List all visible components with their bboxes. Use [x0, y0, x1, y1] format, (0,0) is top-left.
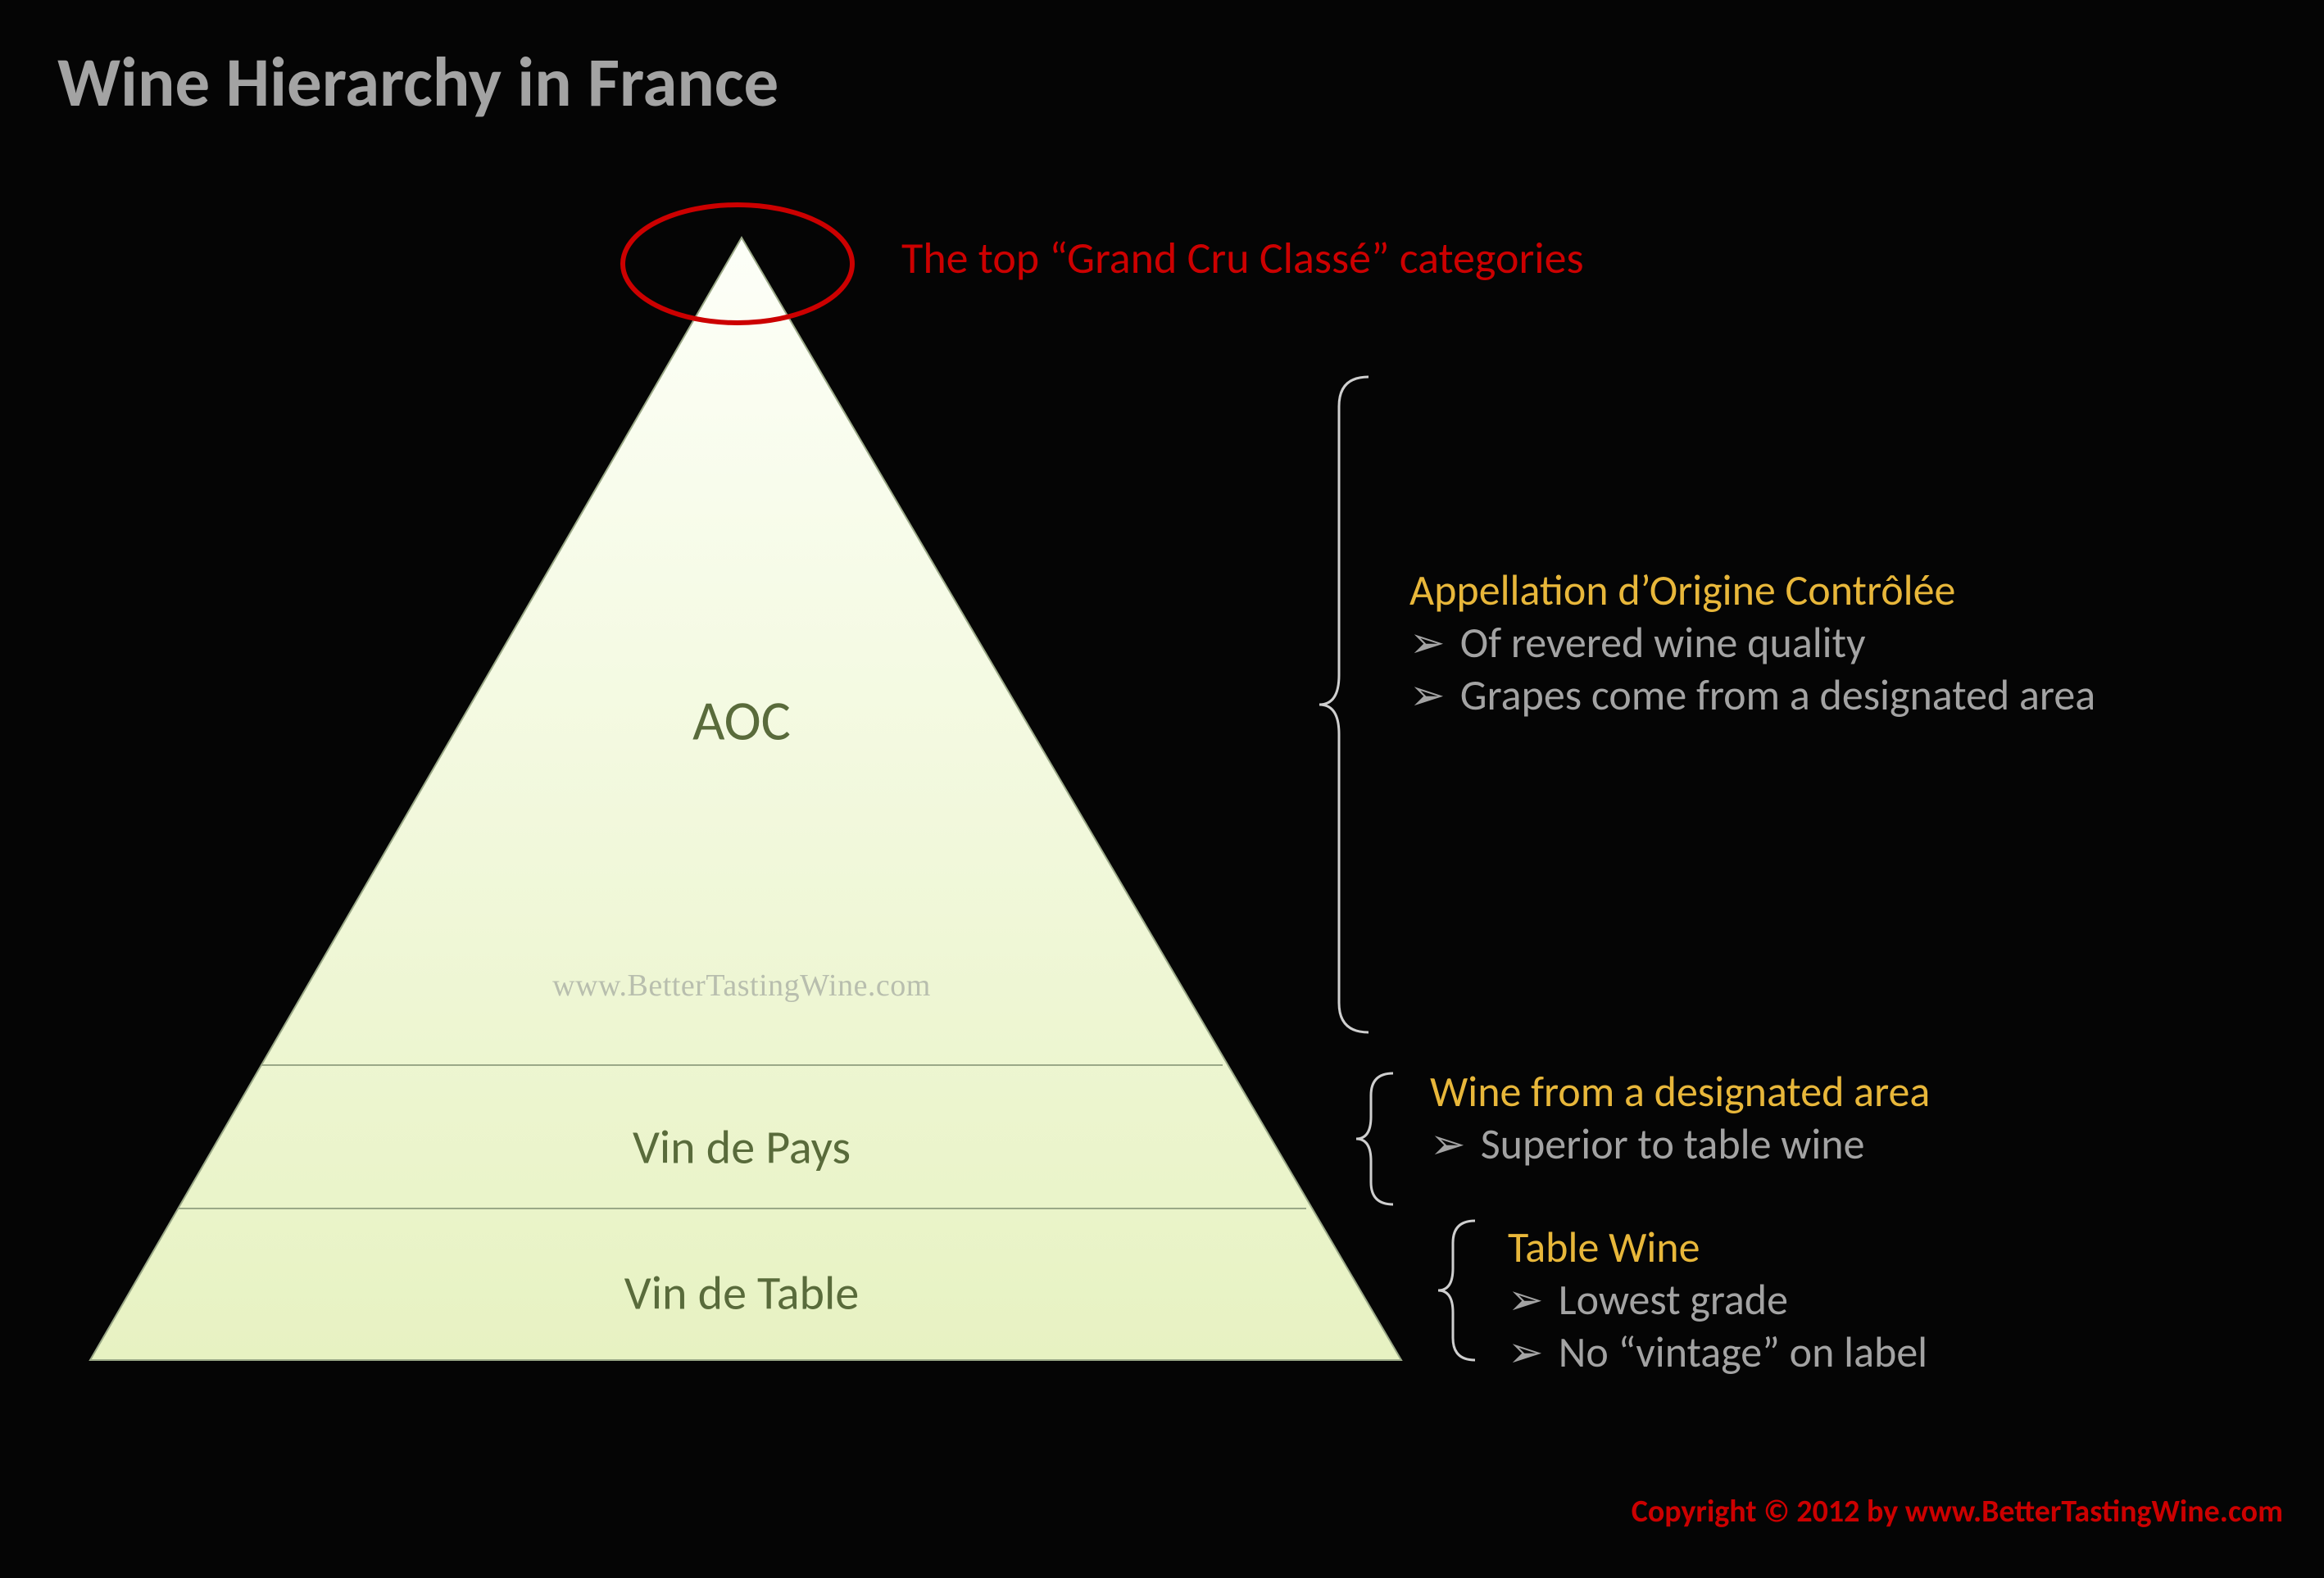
bullet-text: Of revered wine quality [1460, 616, 1866, 669]
annotation-vin-de-pays: Wine from a designated area ➢ Superior to… [1430, 1065, 1930, 1170]
brace-vin-de-table [1438, 1221, 1475, 1360]
brace-aoc [1319, 377, 1369, 1032]
pyramid-label-vin-de-table: Vin de Table [624, 1264, 859, 1322]
annotation-bullet: ➢ Superior to table wine [1430, 1118, 1930, 1170]
annotation-vin-de-pays-title: Wine from a designated area [1430, 1065, 1930, 1118]
bullet-text: Superior to table wine [1481, 1118, 1865, 1170]
bullet-arrow-icon: ➢ [1508, 1273, 1544, 1326]
bullet-arrow-icon: ➢ [1409, 669, 1446, 721]
pyramid-triangle [90, 238, 1401, 1360]
annotation-vin-de-table-title: Table Wine [1508, 1221, 1927, 1273]
annotation-bullet: ➢ Of revered wine quality [1409, 616, 2095, 669]
annotation-vin-de-table: Table Wine ➢ Lowest grade ➢ No “vintage” on… [1508, 1221, 1927, 1378]
brace-vin-de-pays [1356, 1073, 1393, 1204]
watermark-text: www.BetterTastingWine.com [552, 968, 931, 1004]
annotation-bullet: ➢ Grapes come from a designated area [1409, 669, 2095, 721]
bullet-text: No “vintage” on label [1559, 1326, 1927, 1378]
annotation-aoc: Appellation d’Origine Contrôlée ➢ Of reve… [1409, 564, 2095, 721]
bullet-arrow-icon: ➢ [1508, 1326, 1544, 1378]
grand-cru-callout: The top “Grand Cru Classé” categories [901, 231, 1584, 285]
bullet-text: Lowest grade [1559, 1273, 1788, 1326]
copyright-text: Copyright © 2012 by www.BetterTastingWin… [1632, 1493, 2283, 1530]
annotation-bullet: ➢ No “vintage” on label [1508, 1326, 1927, 1378]
annotation-bullet: ➢ Lowest grade [1508, 1273, 1927, 1326]
annotation-aoc-title: Appellation d’Origine Contrôlée [1409, 564, 2095, 616]
pyramid-label-vin-de-pays: Vin de Pays [633, 1118, 851, 1177]
bullet-arrow-icon: ➢ [1409, 616, 1446, 669]
bullet-text: Grapes come from a designated area [1460, 669, 2095, 721]
pyramid-label-aoc: AOC [692, 687, 791, 755]
bullet-arrow-icon: ➢ [1430, 1118, 1466, 1170]
